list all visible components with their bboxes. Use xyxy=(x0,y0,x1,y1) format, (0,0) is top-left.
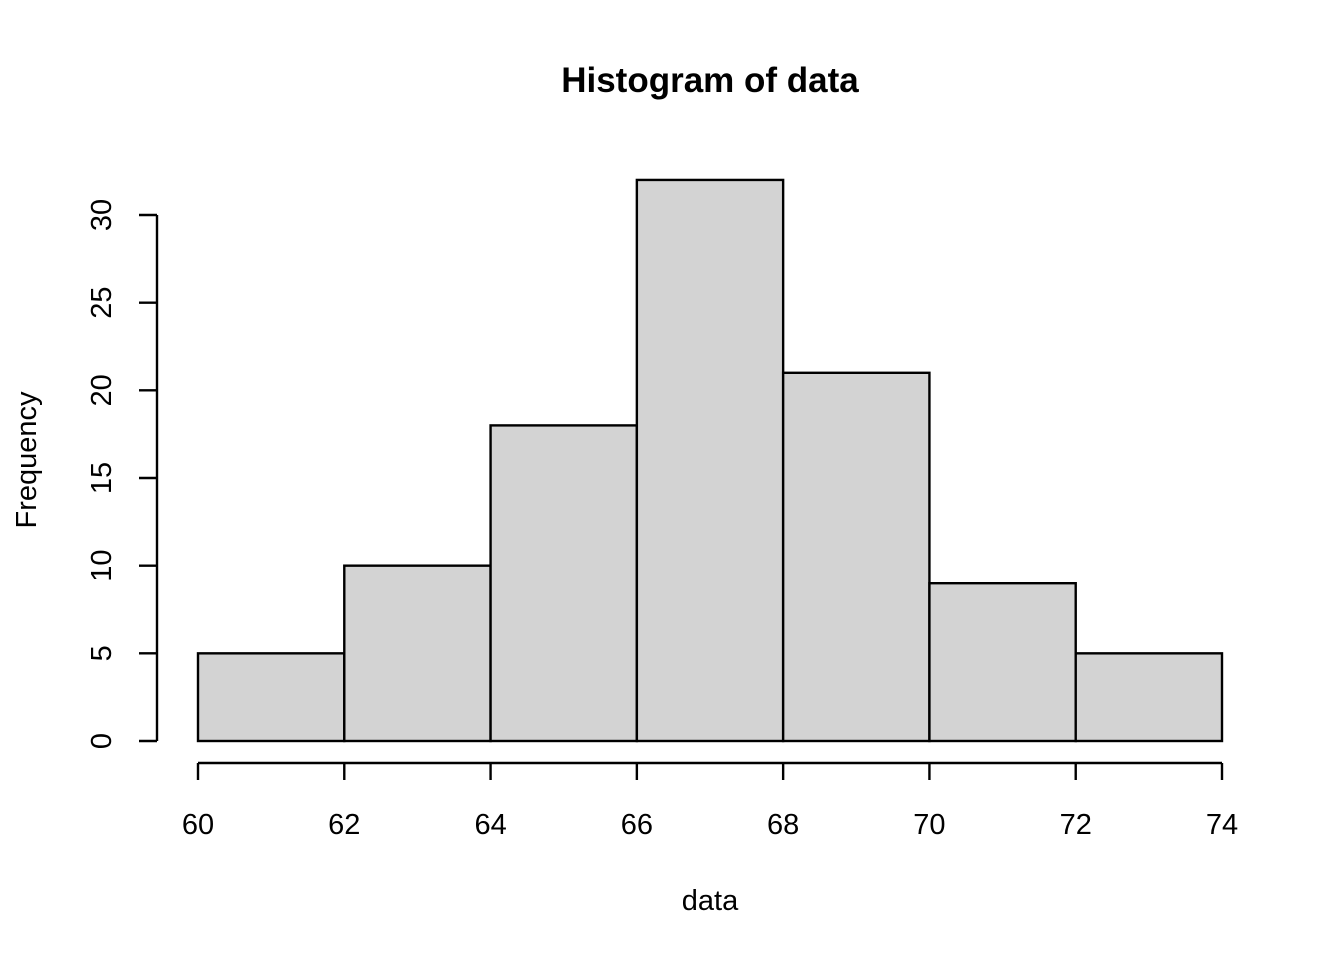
x-axis: 60 62 64 66 68 70 72 74 xyxy=(182,761,1238,841)
histogram-bar xyxy=(196,652,346,743)
histogram-bar xyxy=(781,371,931,743)
x-axis-label: data xyxy=(682,885,739,917)
x-tick-label: 72 xyxy=(1060,809,1092,841)
x-tick-label: 66 xyxy=(621,809,653,841)
x-tick-label: 62 xyxy=(328,809,360,841)
y-tick-label: 25 xyxy=(86,287,118,319)
y-axis: 0 5 10 15 20 25 30 xyxy=(86,199,159,749)
y-axis-label: Frequency xyxy=(11,391,43,529)
y-tick-label: 30 xyxy=(86,199,118,231)
histogram-bar xyxy=(1074,652,1224,743)
histogram-bar xyxy=(489,424,639,743)
y-tick-label: 10 xyxy=(86,550,118,582)
y-tick-label: 5 xyxy=(86,645,118,661)
histogram-bar xyxy=(928,582,1077,743)
histogram-bar xyxy=(343,564,492,743)
x-tick-label: 64 xyxy=(474,809,506,841)
y-tick-label: 0 xyxy=(86,733,118,749)
x-tick-label: 60 xyxy=(182,809,214,841)
y-tick-label: 15 xyxy=(86,462,118,494)
histogram-bar xyxy=(635,178,785,743)
x-tick-label: 68 xyxy=(767,809,799,841)
x-tick-label: 70 xyxy=(913,809,945,841)
y-tick-label: 20 xyxy=(86,374,118,406)
x-tick-label: 74 xyxy=(1206,809,1238,841)
chart-title: Histogram of data xyxy=(561,61,859,100)
bars xyxy=(196,178,1224,743)
